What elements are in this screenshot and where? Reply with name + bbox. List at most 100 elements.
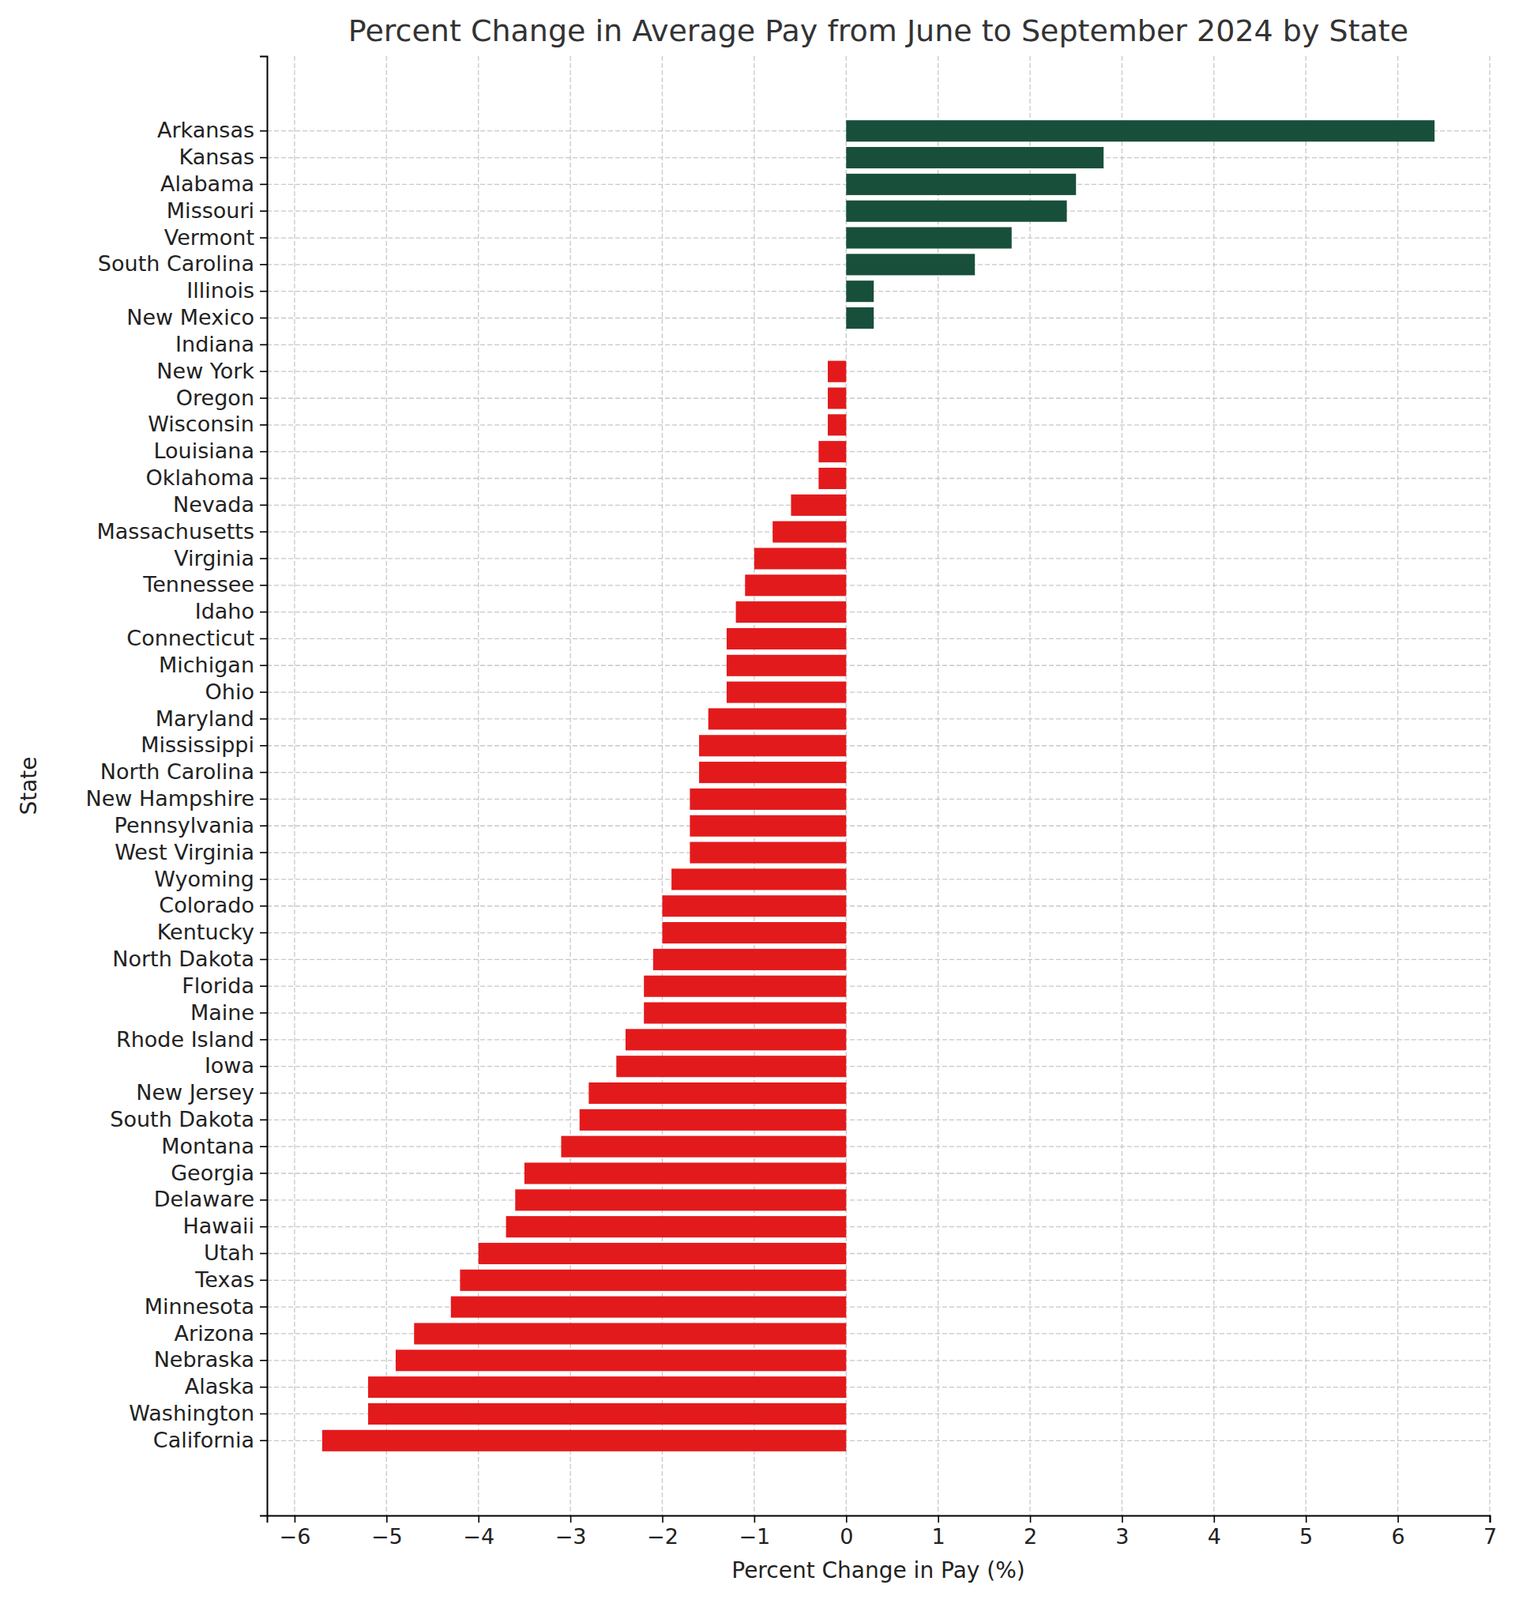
y-tick-label: Maryland: [155, 706, 255, 731]
x-tick-mark: [845, 1515, 848, 1523]
grid-line: [266, 638, 1490, 640]
bar: [588, 1082, 846, 1104]
y-tick: Florida: [181, 973, 267, 998]
y-tick: Wyoming: [154, 866, 267, 891]
bars: [322, 120, 1435, 1452]
bar: [661, 894, 846, 917]
y-tick-label: South Carolina: [97, 251, 255, 276]
y-tick: New Hampshire: [85, 785, 267, 811]
y-tick-mark: [259, 664, 267, 666]
y-tick-mark: [259, 744, 267, 747]
y-tick-mark: [259, 451, 267, 453]
y-tick: California: [153, 1427, 267, 1452]
y-axis: ArkansasKansasAlabamaMissouriVermontSout…: [85, 56, 267, 1516]
y-tick: New Mexico: [126, 304, 267, 330]
y-tick-label: Vermont: [164, 225, 255, 250]
y-tick-mark: [259, 370, 267, 373]
bar: [451, 1296, 846, 1318]
grid-line: [266, 1225, 1490, 1227]
y-tick-label: Kentucky: [157, 919, 255, 944]
x-tick: −4: [462, 1515, 495, 1549]
x-tick: 0: [839, 1515, 854, 1549]
y-tick-mark: [259, 691, 267, 693]
bar: [506, 1215, 847, 1237]
grid-line: [266, 771, 1490, 773]
y-tick-mark: [259, 1119, 267, 1121]
grid-line: [1029, 56, 1031, 1515]
bar: [515, 1188, 846, 1211]
y-tick-label: West Virginia: [114, 839, 255, 865]
y-tick-label: Arizona: [174, 1320, 255, 1346]
y-tick: Maine: [190, 999, 267, 1025]
grid-line: [266, 798, 1490, 800]
bar: [708, 707, 847, 730]
grid-line: [266, 718, 1490, 719]
y-tick-label: Florida: [181, 973, 255, 998]
x-tick-mark: [1214, 1515, 1216, 1523]
bar: [827, 387, 846, 409]
x-tick-mark: [1397, 1515, 1399, 1523]
y-tick-label: South Dakota: [109, 1106, 255, 1132]
x-tick: 4: [1207, 1515, 1222, 1549]
y-tick: Tennessee: [142, 571, 267, 597]
x-tick-label: −5: [371, 1523, 403, 1549]
y-tick-label: Hawaii: [183, 1213, 255, 1238]
y-tick-mark: [259, 611, 267, 613]
grid-line: [293, 56, 295, 1515]
grid-line: [266, 530, 1490, 532]
bar: [845, 173, 1076, 196]
y-tick: Rhode Island: [116, 1026, 267, 1052]
grid-line: [266, 665, 1490, 666]
y-tick-label: Massachusetts: [96, 518, 255, 544]
x-tick: −2: [646, 1515, 679, 1549]
y-tick-label: Mississippi: [140, 732, 255, 757]
y-tick-label: Delaware: [154, 1186, 255, 1211]
grid-line: [266, 504, 1490, 506]
y-tick-mark: [259, 1038, 267, 1041]
y-tick-label: Utah: [203, 1240, 255, 1265]
x-tick-mark: [1030, 1515, 1032, 1523]
y-tick: Michigan: [158, 652, 267, 677]
grid-line: [266, 985, 1490, 987]
y-tick-mark: [259, 1305, 267, 1308]
grid-line: [266, 611, 1490, 613]
bar: [726, 654, 846, 677]
y-tick: Wisconsin: [147, 411, 267, 437]
x-tick: −6: [279, 1515, 312, 1549]
y-tick-label: Wyoming: [154, 866, 255, 891]
grid-line: [266, 557, 1490, 559]
grid-line: [266, 397, 1490, 399]
y-tick: Vermont: [164, 225, 267, 250]
y-tick-label: Washington: [128, 1400, 255, 1425]
y-tick-label: Iowa: [204, 1052, 255, 1078]
y-tick-label: Indiana: [175, 331, 255, 357]
x-tick-mark: [294, 1515, 297, 1523]
y-tick: Iowa: [204, 1052, 267, 1078]
y-tick: North Dakota: [112, 946, 267, 971]
x-tick: 2: [1023, 1515, 1038, 1549]
y-tick-mark: [259, 905, 267, 907]
y-tick-mark: [259, 344, 267, 346]
bar: [699, 734, 846, 756]
y-tick-mark: [259, 1439, 267, 1441]
grid-line: [266, 744, 1490, 746]
y-tick-label: Rhode Island: [116, 1026, 255, 1052]
y-tick-label: Alabama: [160, 171, 255, 196]
y-tick-label: Connecticut: [126, 625, 255, 651]
y-tick-label: Montana: [161, 1133, 255, 1158]
y-tick-mark: [259, 1279, 267, 1282]
x-tick-mark: [477, 1515, 480, 1523]
y-tick-mark: [259, 1252, 267, 1255]
y-tick-mark: [259, 157, 267, 159]
bar: [744, 574, 846, 596]
y-axis-title: State: [15, 755, 42, 815]
x-tick-label: 0: [839, 1523, 854, 1549]
x-tick: −5: [371, 1515, 403, 1549]
bar: [845, 120, 1435, 142]
x-tick-mark: [1489, 1515, 1492, 1523]
y-tick-mark: [259, 1225, 267, 1228]
bar: [845, 200, 1067, 222]
y-tick-label: New York: [156, 358, 255, 384]
x-tick: −3: [555, 1515, 587, 1549]
bar: [560, 1135, 846, 1158]
